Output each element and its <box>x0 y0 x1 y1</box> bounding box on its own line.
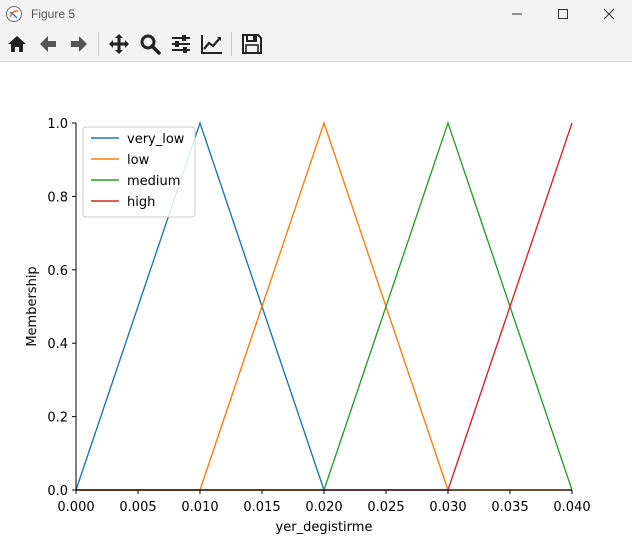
y-tick-label: 0.6 <box>47 264 68 279</box>
back-button[interactable] <box>34 30 62 58</box>
x-tick-label: 0.020 <box>305 500 342 515</box>
x-axis-label: yer_degistirme <box>276 520 373 535</box>
back-icon <box>40 36 56 52</box>
y-tick-label: 1.0 <box>47 117 68 132</box>
x-tick-label: 0.010 <box>181 500 218 515</box>
x-tick-label: 0.040 <box>553 500 590 515</box>
edit-axis-icon <box>201 35 222 54</box>
forward-button[interactable] <box>65 30 93 58</box>
x-tick-label: 0.000 <box>57 500 94 515</box>
membership-chart: 0.000 0.005 0.010 0.015 0.020 0.025 0.030 0.035… <box>25 117 591 535</box>
pan-icon <box>109 34 129 54</box>
edit-axis-button[interactable] <box>198 30 226 58</box>
title-bar: Figure 5 <box>0 0 632 27</box>
window-controls <box>494 0 632 27</box>
y-axis-label: Membership <box>25 266 40 346</box>
y-tick-label: 0.8 <box>47 190 68 205</box>
legend-label-high: high <box>127 195 155 210</box>
toolbar-separator <box>98 32 99 56</box>
close-icon <box>603 8 615 19</box>
home-icon <box>8 36 26 52</box>
minimize-icon <box>512 13 522 14</box>
close-button[interactable] <box>586 0 632 27</box>
legend-label-medium: medium <box>127 174 180 189</box>
maximize-button[interactable] <box>540 0 586 27</box>
x-tick-label: 0.035 <box>491 500 528 515</box>
home-button[interactable] <box>3 30 31 58</box>
navigation-toolbar <box>0 27 632 62</box>
legend-box <box>82 126 196 218</box>
zoom-button[interactable] <box>136 30 164 58</box>
y-tick-label: 0.4 <box>47 337 68 352</box>
pan-button[interactable] <box>105 30 133 58</box>
save-icon <box>242 34 262 54</box>
save-button[interactable] <box>238 30 266 58</box>
minimize-button[interactable] <box>494 0 540 27</box>
x-tick-label: 0.030 <box>429 500 466 515</box>
x-tick-label: 0.015 <box>243 500 280 515</box>
window-title: Figure 5 <box>31 6 76 21</box>
x-tick-label: 0.005 <box>119 500 156 515</box>
y-tick-label: 0.0 <box>47 484 68 499</box>
toolbar-separator <box>231 32 232 56</box>
app-icon <box>6 5 22 22</box>
zoom-icon <box>140 34 161 55</box>
y-tick-label: 0.2 <box>47 411 68 426</box>
x-tick-label: 0.025 <box>367 500 404 515</box>
configure-subplots-icon <box>172 35 190 53</box>
legend-label-very_low: very_low <box>127 132 185 147</box>
legend-label-low: low <box>127 153 150 168</box>
maximize-icon <box>558 8 568 19</box>
configure-subplots-button[interactable] <box>167 30 195 58</box>
forward-icon <box>71 36 87 52</box>
